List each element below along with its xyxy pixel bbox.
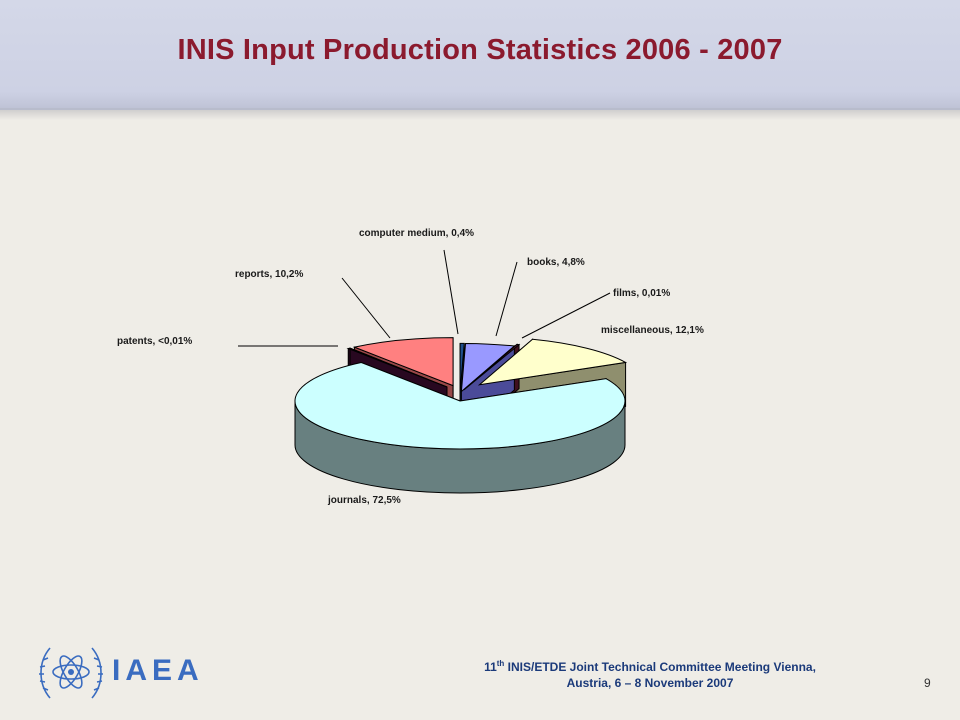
pie-slice-miscellaneous [477, 338, 628, 386]
pie-tops [294, 337, 628, 450]
data-label-journals: journals, 72,5% [327, 495, 401, 506]
leader-line-films [521, 292, 611, 339]
iaea-logo-text: IAEA [112, 654, 204, 687]
leader-line-computer-medium [443, 249, 459, 335]
data-label-reports: reports, 10,2% [235, 269, 303, 280]
data-label-patents: patents, <0,01% [117, 336, 192, 347]
leader-line-reports [341, 277, 391, 339]
pie-slice-patents [346, 347, 448, 388]
page-number: 9 [924, 676, 931, 690]
footer-ordinal-suffix: th [496, 659, 505, 668]
slide-header [0, 0, 960, 110]
data-label-computer-medium: computer medium, 0,4% [359, 228, 474, 239]
footer-line-2: Austria, 6 – 8 November 2007 [566, 676, 734, 690]
footer-line-1: 11th INIS/ETDE Joint Technical Committee… [440, 656, 860, 675]
iaea-atom-emblem-icon [39, 647, 103, 699]
slide-title: INIS Input Production Statistics 2006 - … [177, 34, 783, 66]
pie-slice-films [463, 343, 521, 391]
pie-slice-books [460, 342, 516, 393]
pie-slice-journals [294, 362, 626, 450]
data-label-films: films, 0,01% [613, 288, 670, 299]
footer-meeting-info: 11th INIS/ETDE Joint Technical Committee… [440, 656, 860, 691]
pie-slice-reports [352, 337, 454, 387]
data-label-miscellaneous: miscellaneous, 12,1% [601, 325, 704, 336]
footer-line-1-text: INIS/ETDE Joint Technical Committee Meet… [504, 660, 816, 674]
data-label-books: books, 4,8% [527, 257, 585, 268]
leader-line-books [495, 261, 518, 337]
footer-ordinal: 11 [484, 660, 497, 674]
pie-slice-computer-medium [459, 342, 465, 392]
header-shadow [0, 110, 960, 120]
